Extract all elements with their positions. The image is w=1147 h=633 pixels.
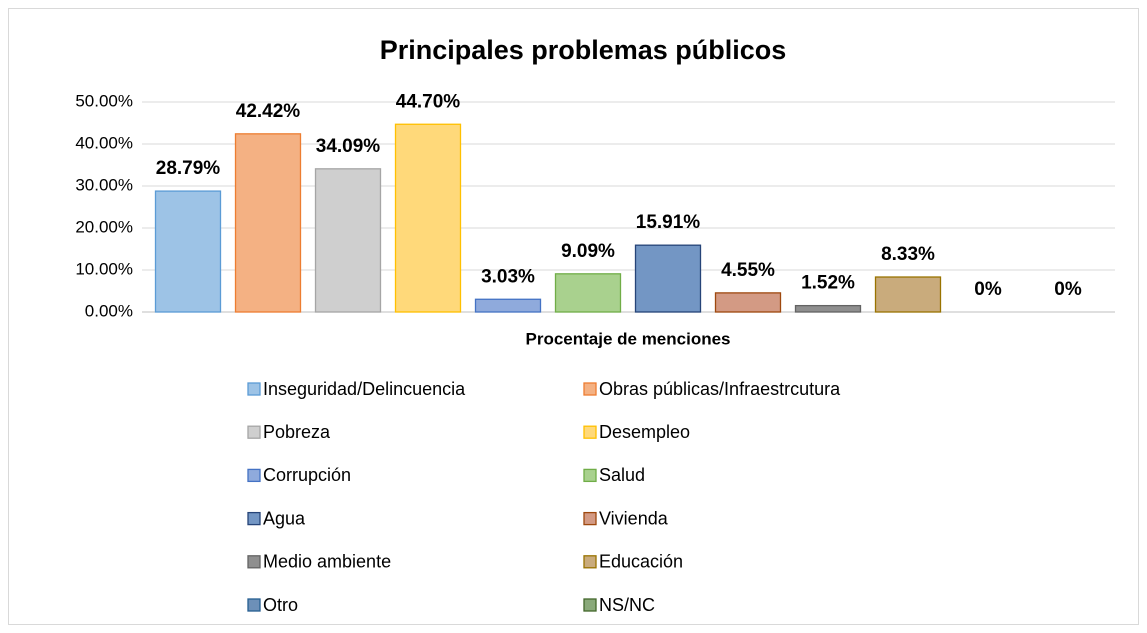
data-label: 8.33% — [881, 244, 935, 265]
bar — [634, 244, 702, 313]
data-label: 34.09% — [316, 136, 381, 157]
legend-label: Otro — [263, 595, 298, 615]
y-tick-label: 50.00% — [75, 91, 133, 110]
y-tick-label: 30.00% — [75, 175, 133, 194]
legend-label: Obras públicas/Infraestrcutura — [599, 379, 841, 399]
legend-label: Pobreza — [263, 422, 331, 442]
data-label: 9.09% — [561, 241, 615, 262]
data-label: 4.55% — [721, 260, 775, 281]
bar — [314, 168, 382, 313]
data-label: 44.70% — [396, 91, 461, 112]
legend-marker — [247, 425, 261, 439]
legend-label: Medio ambiente — [263, 552, 391, 572]
legend-marker — [247, 511, 261, 526]
data-label: 0% — [974, 279, 1002, 300]
y-tick-label: 20.00% — [75, 217, 133, 236]
data-label: 42.42% — [236, 101, 301, 122]
data-label: 28.79% — [156, 158, 221, 179]
legend-label: Desempleo — [599, 422, 690, 442]
legend-label: Agua — [263, 508, 306, 528]
y-tick-label: 10.00% — [75, 259, 133, 278]
legend-marker — [583, 555, 597, 569]
bar — [714, 292, 782, 313]
bar — [474, 298, 542, 313]
legend-marker — [247, 468, 261, 483]
legend-label: Salud — [599, 465, 645, 485]
y-tick-label: 0.00% — [85, 301, 133, 320]
data-label: 15.91% — [636, 212, 701, 233]
category-label: Procentaje de menciones — [525, 329, 730, 348]
legend-marker — [247, 598, 261, 612]
y-tick-label: 40.00% — [75, 133, 133, 152]
chart-border — [8, 8, 1139, 625]
legend-marker — [247, 382, 261, 396]
legend-marker — [247, 555, 261, 569]
legend-label: Inseguridad/Delincuencia — [263, 379, 466, 399]
legend-marker — [583, 468, 597, 483]
bar — [234, 133, 302, 313]
bar — [554, 273, 622, 313]
bar — [794, 304, 862, 313]
data-label: 0% — [1054, 279, 1082, 300]
chart-title: Principales problemas públicos — [380, 35, 787, 65]
bar — [874, 276, 942, 313]
legend-marker — [583, 511, 597, 526]
legend-marker — [583, 382, 597, 396]
legend-label: Educación — [599, 552, 683, 572]
legend-marker — [583, 425, 597, 439]
bar — [394, 123, 462, 313]
legend-label: Vivienda — [599, 508, 669, 528]
data-label: 1.52% — [801, 273, 855, 294]
data-label: 3.03% — [481, 266, 535, 287]
legend-label: Corrupción — [263, 465, 351, 485]
legend-marker — [583, 598, 597, 612]
legend-label: NS/NC — [599, 595, 655, 615]
bar — [154, 190, 222, 313]
